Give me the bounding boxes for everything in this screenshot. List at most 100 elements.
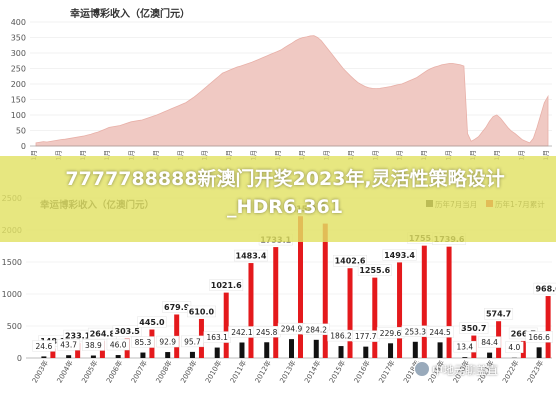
- area-x-tick-label: 2010年1月: [224, 150, 233, 160]
- bar-july: [214, 347, 220, 358]
- area-x-tick-label: 2009年1月: [200, 150, 209, 160]
- cumulative-data-label: 350.7: [461, 324, 486, 333]
- cumulative-label-box: [234, 249, 268, 262]
- cumulative-label-box: [382, 249, 417, 261]
- bar-y-tick-label: 0: [17, 354, 22, 363]
- bar-cumulative: [421, 245, 427, 358]
- bar-cumulative: [446, 246, 452, 358]
- bar-cumulative: [372, 277, 378, 358]
- july-data-label: 43.7: [60, 341, 77, 350]
- bar-cumulative: [322, 223, 328, 358]
- july-data-label: 4.0: [508, 343, 520, 352]
- cumulative-label-box: [533, 282, 556, 295]
- july-label-box: [106, 338, 130, 351]
- bar-y-tick-label: 1500: [2, 258, 22, 267]
- area-y-tick-label: 150: [11, 96, 26, 105]
- area-y-tick-label: 100: [11, 111, 26, 120]
- cumulative-label-box: [484, 308, 514, 320]
- cumulative-data-label: 1402.6: [335, 257, 366, 266]
- area-x-tick-label: 2018年1月: [419, 150, 428, 160]
- area-y-tick-label: 300: [11, 49, 26, 58]
- july-data-label: 284.2: [306, 325, 328, 334]
- cumulative-data-label: 264.8: [90, 330, 116, 339]
- cumulative-label-box: [187, 305, 216, 318]
- cumulative-data-label: 445.0: [139, 318, 165, 327]
- cumulative-data-label: 574.7: [486, 310, 511, 319]
- area-x-tick-label: 2022年1月: [517, 150, 526, 160]
- area-series: [35, 35, 549, 147]
- july-label-box: [525, 331, 553, 343]
- july-data-label: 85.3: [135, 338, 152, 347]
- bar-july: [189, 351, 195, 358]
- july-data-label: 242.1: [231, 328, 253, 337]
- cumulative-data-label: 1021.6: [211, 281, 242, 290]
- bar-july: [412, 341, 418, 358]
- july-data-label: 84.4: [481, 338, 498, 347]
- area-chart-title: 幸运博彩收入（亿澳门元）: [70, 7, 190, 20]
- july-data-label: 95.7: [184, 337, 201, 346]
- bar-july: [487, 352, 493, 358]
- area-x-tick-label: 2013年1月: [297, 150, 306, 160]
- july-data-label: 244.5: [429, 328, 451, 337]
- bar-july: [536, 347, 542, 358]
- july-data-label: 13.4: [456, 343, 473, 352]
- july-data-label: 166.6: [528, 333, 550, 342]
- cumulative-data-label: 303.5: [115, 327, 141, 336]
- july-label-box: [302, 323, 330, 336]
- wechat-icon: [414, 361, 430, 377]
- bar-july: [115, 355, 121, 358]
- july-data-label: 92.9: [159, 338, 176, 347]
- bar-cumulative: [397, 262, 403, 358]
- july-data-label: 186.2: [330, 332, 352, 341]
- cumulative-label-box: [209, 279, 244, 291]
- bar-cumulative: [273, 247, 279, 358]
- july-label-box: [156, 335, 180, 348]
- cumulative-label-box: [357, 264, 392, 276]
- bar-july: [338, 346, 344, 358]
- bar-july: [165, 352, 171, 358]
- bar-july: [462, 357, 468, 358]
- area-x-tick-label: 2012年1月: [273, 150, 282, 160]
- area-chart: 幸运博彩收入（亿澳门元） 400 350 300 250 200 150 100 50 02002…: [0, 0, 556, 160]
- area-x-tick-label: 2019年1月: [443, 150, 452, 160]
- area-x-tick-label: 2015年1月: [346, 150, 355, 160]
- july-label-box: [505, 341, 524, 353]
- bar-july: [289, 339, 294, 358]
- area-x-tick-label: 2002年1月: [29, 150, 38, 160]
- july-data-label: 46.0: [110, 341, 127, 350]
- july-data-label: 24.6: [36, 342, 53, 351]
- area-y-tick-label: 200: [11, 80, 26, 89]
- area-x-tick-label: 2023年1月: [541, 150, 550, 160]
- bar-cumulative: [248, 263, 254, 358]
- bar-july: [66, 355, 72, 358]
- bar-cumulative: [75, 343, 81, 358]
- july-label-box: [478, 336, 501, 348]
- july-data-label: 229.6: [380, 329, 402, 338]
- area-x-tick-label: 2007年1月: [151, 150, 160, 160]
- july-data-label: 177.7: [355, 332, 377, 341]
- bar-cumulative: [298, 216, 303, 358]
- bar-cumulative: [50, 348, 56, 358]
- watermark-text: 中地元聊盖直: [432, 364, 498, 377]
- area-x-tick-label: 2014年1月: [322, 150, 331, 160]
- bar-july: [90, 355, 96, 358]
- area-x-tick-label: 2004年1月: [78, 150, 87, 160]
- bar-july: [388, 343, 394, 358]
- cumulative-data-label: 233.1: [65, 332, 91, 341]
- area-y-tick-label: 250: [11, 65, 26, 74]
- bar-july: [239, 342, 245, 358]
- july-label-box: [453, 340, 477, 353]
- bar-july: [437, 342, 443, 358]
- bar-july: [313, 339, 319, 358]
- july-label-box: [426, 326, 454, 338]
- bar-cumulative: [347, 268, 353, 358]
- headline-banner: [0, 156, 556, 242]
- cumulative-data-label: 968.0: [535, 285, 556, 294]
- july-data-label: 253.3: [405, 327, 427, 336]
- bar-y-tick-label: 500: [7, 322, 22, 331]
- cumulative-data-label: 1255.6: [359, 266, 390, 275]
- area-x-tick-label: 2020年1月: [468, 150, 477, 160]
- bar-y-tick-label: 1000: [2, 290, 22, 299]
- bar-cumulative: [545, 296, 551, 358]
